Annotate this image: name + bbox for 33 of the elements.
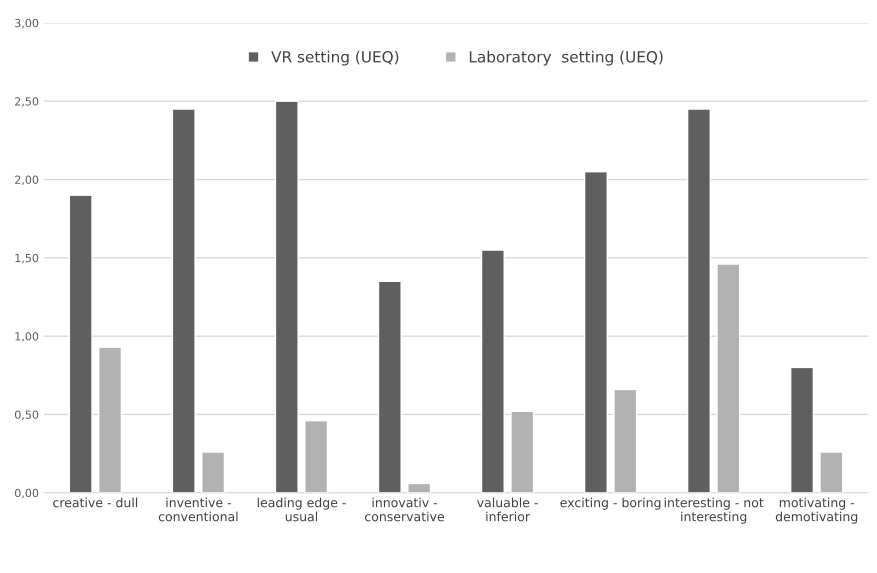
y-tick-label: 0,00 (14, 488, 38, 498)
y-tick-label: 0,50 (14, 410, 38, 420)
x-tick-label: innovativ - conservative (365, 498, 444, 522)
bar (201, 451, 226, 493)
x-tick-label: motivating - demotivating (776, 498, 858, 524)
x-tick-label: leading edge - usual (258, 498, 346, 522)
bar (304, 420, 328, 493)
bar (819, 451, 844, 493)
legend-label: Laboratory setting (UEQ) (470, 50, 663, 66)
y-tick-label: 1,50 (15, 254, 38, 264)
x-tick-label: creative - dull (53, 498, 138, 508)
bar (613, 388, 638, 493)
x-tick-label: valuable - inferior (477, 498, 538, 522)
x-tick-label: interesting - not interesting (664, 498, 764, 524)
y-tick-label: 3,00 (15, 18, 38, 28)
legend-label: VR setting (UEQ) (271, 50, 398, 66)
bar (790, 366, 814, 493)
bar (716, 263, 740, 493)
bar (378, 280, 402, 493)
x-tick-label: inventive - conventional (158, 498, 238, 522)
bar (98, 346, 122, 493)
bar (686, 108, 712, 493)
bar (510, 410, 534, 493)
y-tick-label: 2,50 (15, 97, 38, 107)
bar (68, 194, 93, 493)
y-tick-label: 1,00 (15, 332, 38, 342)
x-tick-label: exciting - boring (560, 498, 660, 510)
bar (407, 482, 432, 493)
bar (274, 100, 299, 493)
bar (480, 249, 505, 493)
bar (584, 171, 608, 493)
bar (172, 108, 196, 493)
y-tick-label: 2,00 (15, 176, 38, 186)
